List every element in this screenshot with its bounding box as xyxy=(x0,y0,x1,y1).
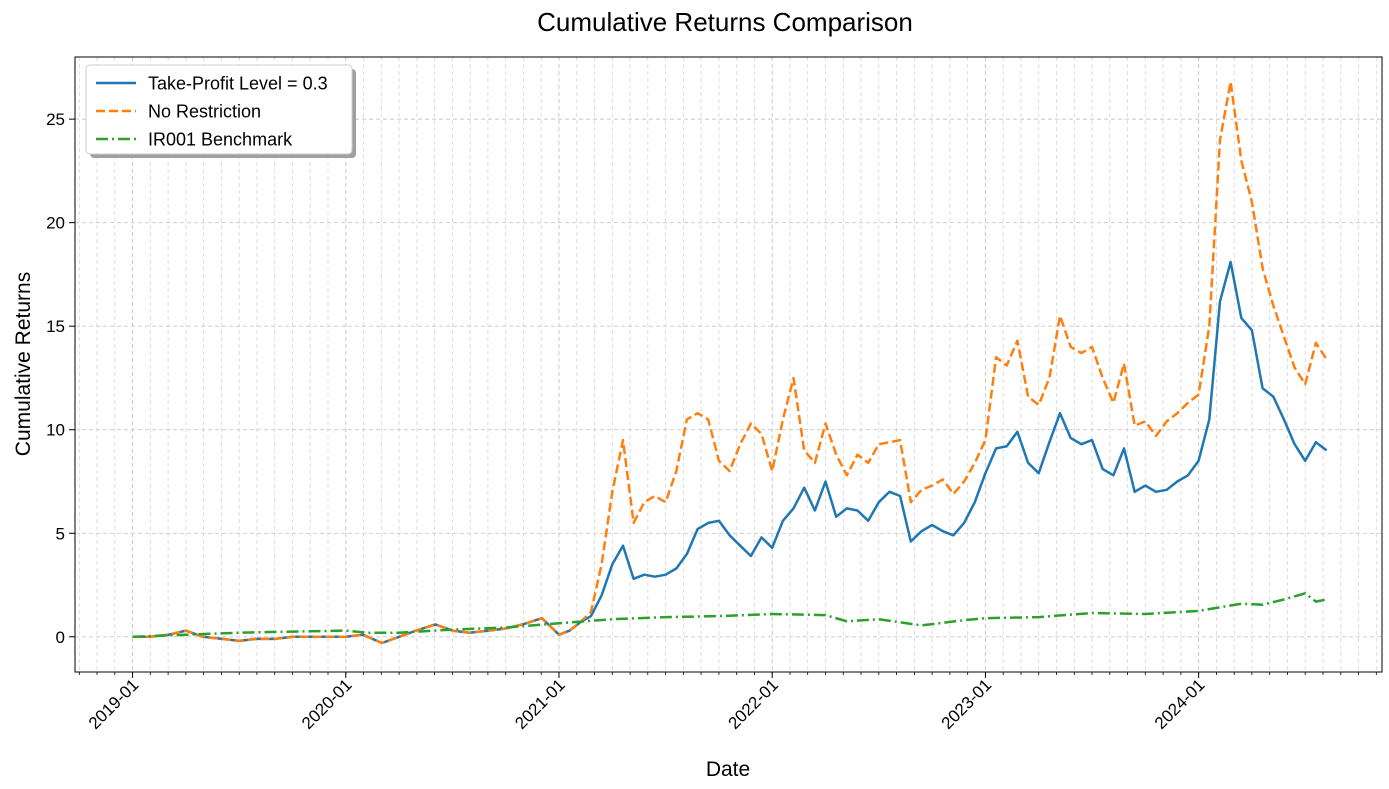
legend-label-ir001-benchmark: IR001 Benchmark xyxy=(148,130,293,150)
y-axis-label: Cumulative Returns xyxy=(12,272,35,456)
plot-area-border xyxy=(74,56,1383,673)
y-tick-label: 25 xyxy=(46,110,65,129)
y-tick-label: 15 xyxy=(46,317,65,336)
series-line-ir001-benchmark xyxy=(132,592,1327,639)
y-tick-label: 10 xyxy=(46,421,65,440)
series-group xyxy=(132,80,1328,645)
legend-box xyxy=(85,64,353,155)
series-line-no-restriction xyxy=(132,80,1328,645)
legend-label-take-profit: Take-Profit Level = 0.3 xyxy=(148,74,328,94)
y-tick-label: 20 xyxy=(46,214,65,233)
y-tick-label: 5 xyxy=(56,524,65,543)
y-tick-label: 0 xyxy=(56,628,65,647)
x-axis-label: Date xyxy=(706,758,750,781)
chart-title: Cumulative Returns Comparison xyxy=(537,7,913,37)
legend-label-no-restriction: No Restriction xyxy=(148,102,261,122)
legend: Take-Profit Level = 0.3 No Restriction I… xyxy=(85,64,356,158)
